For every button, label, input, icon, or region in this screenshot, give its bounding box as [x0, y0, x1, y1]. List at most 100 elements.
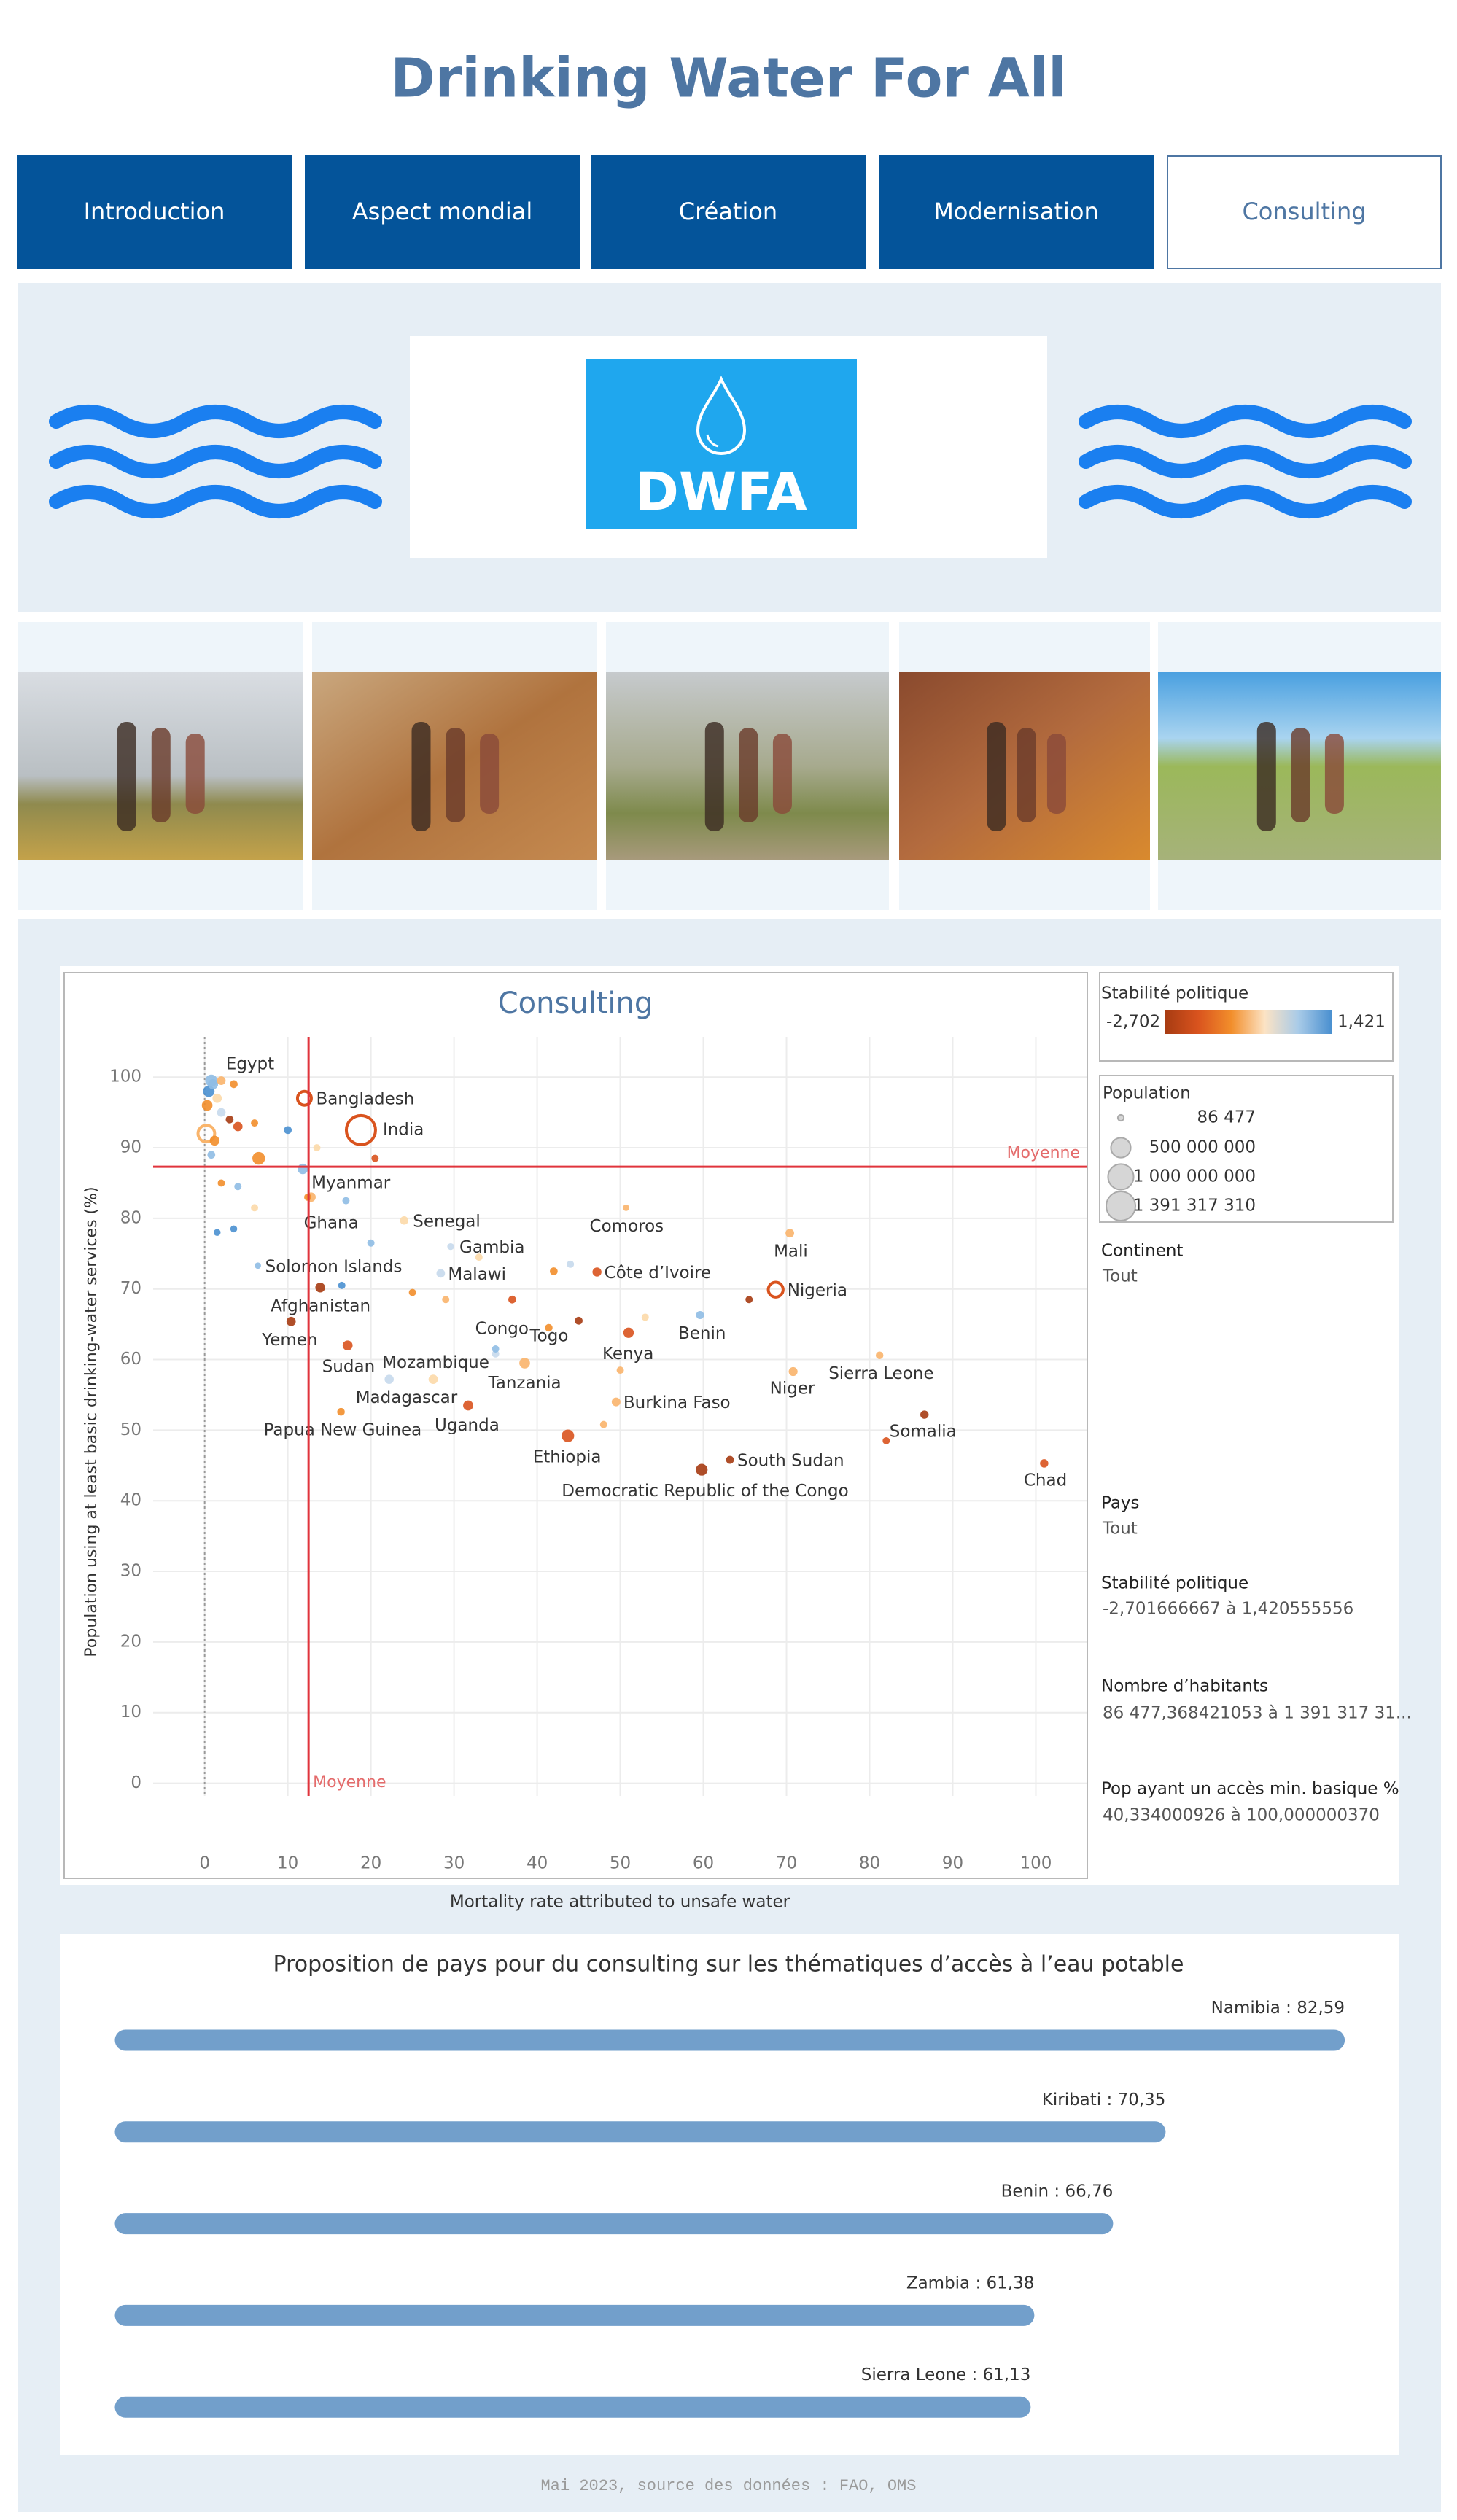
- filter-value[interactable]: 86 477,368421053 à 1 391 317 31...: [1103, 1704, 1412, 1723]
- data-point: [545, 1323, 553, 1332]
- nav-label[interactable]: Consulting: [1242, 198, 1366, 225]
- point-label: Congo: [475, 1319, 529, 1338]
- y-tick-label: 60: [120, 1350, 141, 1369]
- data-point: [475, 1253, 483, 1261]
- photo-figure: [987, 722, 1006, 831]
- point-label: Egypt: [226, 1055, 274, 1074]
- nav-button[interactable]: Consulting: [1167, 155, 1442, 269]
- data-point: [623, 1327, 634, 1338]
- data-point: [611, 1397, 621, 1407]
- nav-button-bg[interactable]: [1167, 155, 1442, 269]
- nav-label[interactable]: Création: [679, 198, 777, 225]
- data-point: [920, 1410, 929, 1419]
- nav-button-bg[interactable]: [17, 155, 292, 269]
- data-point: [766, 1280, 785, 1299]
- data-point: [463, 1400, 473, 1411]
- data-point: [230, 1080, 238, 1089]
- y-tick-label: 50: [120, 1420, 141, 1439]
- x-tick-label: 30: [443, 1854, 465, 1873]
- point-label: Senegal: [413, 1212, 481, 1231]
- filter-value[interactable]: -2,701666667 à 1,420555556: [1103, 1600, 1353, 1619]
- filter-value[interactable]: Tout: [1102, 1520, 1138, 1539]
- data-point: [623, 1204, 629, 1211]
- size-key-label: 1 391 317 310: [1133, 1197, 1256, 1216]
- separator: :: [970, 2274, 986, 2292]
- data-point: [234, 1183, 242, 1191]
- photo-figure: [151, 728, 171, 822]
- filter-title: Nombre d’habitants: [1101, 1677, 1268, 1696]
- data-point: [338, 1281, 346, 1289]
- point-label: Côte d’Ivoire: [605, 1264, 711, 1283]
- point-label: Tanzania: [487, 1374, 561, 1393]
- photo-figure: [446, 728, 465, 822]
- point-label: Somalia: [890, 1423, 957, 1442]
- nav-label[interactable]: Modernisation: [933, 198, 1099, 225]
- point-label: Kenya: [602, 1345, 653, 1364]
- wave: [1079, 445, 1412, 478]
- photo-figure: [117, 722, 136, 831]
- filter-value[interactable]: Tout: [1102, 1267, 1138, 1286]
- photo-figure: [185, 734, 205, 814]
- nav-button[interactable]: Création: [591, 155, 866, 269]
- nav-label[interactable]: Introduction: [84, 198, 225, 225]
- data-point: [592, 1267, 602, 1277]
- photo-figure: [1017, 728, 1036, 822]
- wave: [49, 405, 382, 438]
- legend-panel: Stabilité politique -2,702 1,421 Population…: [1099, 972, 1412, 1825]
- data-point: [217, 1108, 226, 1117]
- point-label: South Sudan: [737, 1452, 844, 1471]
- separator: :: [1281, 1999, 1297, 2018]
- y-tick-label: 80: [120, 1208, 141, 1227]
- y-axis-title: Population using at least basic drinking…: [82, 1186, 101, 1657]
- size-key: [1107, 1163, 1135, 1191]
- bar-category: Sierra Leone: [861, 2365, 966, 2384]
- data-point: [315, 1283, 325, 1293]
- bar-category: Benin: [1001, 2182, 1049, 2201]
- point-label: Gambia: [459, 1238, 524, 1257]
- filter-value[interactable]: 40,334000926 à 100,000000370: [1103, 1806, 1380, 1825]
- bar-category: Zambia: [906, 2274, 970, 2292]
- filter-title: Continent: [1101, 1242, 1183, 1261]
- data-point: [208, 1078, 219, 1089]
- point-label: Papua New Guinea: [264, 1421, 422, 1440]
- nav-button-bg[interactable]: [591, 155, 866, 269]
- point-label: Chad: [1024, 1471, 1067, 1490]
- scatter-card: [60, 966, 1399, 1885]
- wave: [1079, 485, 1412, 518]
- x-tick-label: 10: [277, 1854, 298, 1873]
- point-label: Myanmar: [311, 1174, 391, 1193]
- x-tick-label: 90: [942, 1854, 963, 1873]
- nav-label[interactable]: Aspect mondial: [352, 198, 533, 225]
- bar-value: 82,59: [1297, 1999, 1345, 2018]
- nav-button[interactable]: Introduction: [17, 155, 292, 269]
- point-label: Uganda: [435, 1416, 500, 1435]
- point-label: Solomon Islands: [265, 1257, 403, 1276]
- data-point: [575, 1316, 583, 1325]
- data-point: [696, 1311, 704, 1320]
- logo-text: DWFA: [635, 462, 807, 523]
- bar-category: Namibia: [1211, 1999, 1281, 2018]
- legend-max: 1,421: [1337, 1013, 1386, 1032]
- data-point: [1040, 1459, 1049, 1468]
- point-label: Mozambique: [382, 1353, 489, 1372]
- data-point: [214, 1229, 221, 1236]
- legend-title: Stabilité politique: [1101, 984, 1248, 1003]
- data-point: [567, 1260, 575, 1268]
- data-point: [696, 1463, 708, 1476]
- data-point: [726, 1455, 734, 1464]
- nav-button-bg[interactable]: [879, 155, 1154, 269]
- scatter-frame: [63, 972, 1088, 1879]
- nav-button[interactable]: Modernisation: [879, 155, 1154, 269]
- separator: :: [966, 2365, 982, 2384]
- nav-button-bg[interactable]: [305, 155, 580, 269]
- bar-card: [60, 1934, 1399, 2455]
- bar: [114, 2396, 1031, 2418]
- bar-label: Namibia : 82,59: [1211, 1999, 1345, 2018]
- data-point: [371, 1154, 379, 1162]
- nav-button[interactable]: Aspect mondial: [305, 155, 580, 269]
- chart-title: Proposition de pays pour du consulting s…: [273, 1952, 1184, 1978]
- data-point: [209, 1135, 220, 1146]
- point-label: Comoros: [590, 1217, 664, 1236]
